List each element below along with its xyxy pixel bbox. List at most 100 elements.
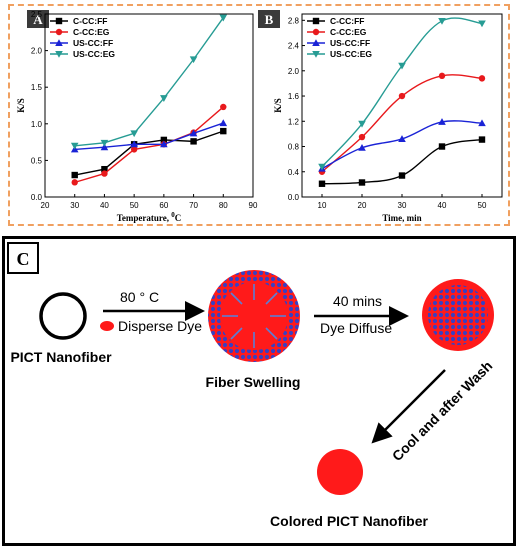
legend-label: US-CC:FF <box>73 38 113 48</box>
panel-c-letter-box <box>7 242 39 274</box>
plot-area <box>44 13 254 198</box>
data-point <box>130 146 138 153</box>
data-point <box>398 92 406 100</box>
y-tick-label: 0.5 <box>31 156 43 165</box>
series-line-us-cc-eg <box>74 17 224 147</box>
diffused-fiber-core <box>428 285 488 345</box>
x-tick-label: 40 <box>438 201 447 210</box>
data-point <box>318 180 326 187</box>
dye-diffuse-label: Dye Diffuse <box>320 320 392 336</box>
x-tick-label: 50 <box>478 201 487 210</box>
pict-nanofiber-circle <box>39 292 87 340</box>
legend-label: C-CC:FF <box>73 16 107 26</box>
data-point <box>478 119 486 127</box>
temperature-label: 80 ° C <box>120 289 159 305</box>
data-point <box>160 136 168 144</box>
x-tick-label: 60 <box>159 201 168 210</box>
legend-marker <box>55 28 63 36</box>
x-tick-label: 30 <box>398 201 407 210</box>
data-point <box>130 130 138 138</box>
y-tick-label: 1.0 <box>31 120 43 129</box>
dye-penetration-arrows <box>222 284 286 348</box>
x-tick-label: 20 <box>41 201 50 210</box>
y-tick-label: 2.0 <box>31 47 43 56</box>
data-point <box>101 170 108 177</box>
colored-nanofiber-circle <box>317 449 363 495</box>
data-point <box>398 172 406 179</box>
process-diagram: C PICT Nanofiber 80 ° C Disperse Dye Fib… <box>7 242 495 529</box>
x-axis-label-unit: C <box>175 213 182 223</box>
data-point <box>438 143 446 150</box>
data-point <box>358 120 366 128</box>
data-point <box>220 103 227 111</box>
y-tick-label: 2.5 <box>31 10 43 19</box>
legend-label: US-CC:EG <box>330 49 372 59</box>
y-tick-label: 2.4 <box>288 42 300 51</box>
x-tick-label: 70 <box>189 201 198 210</box>
data-point <box>71 179 78 186</box>
data-point <box>101 165 108 173</box>
legend-marker <box>312 17 320 25</box>
y-tick-label: 1.6 <box>288 92 300 101</box>
x-tick-label: 50 <box>130 201 139 210</box>
y-tick-label: 0.0 <box>288 193 300 202</box>
series-line-us-cc-ff <box>74 122 224 151</box>
legend-label: US-CC:FF <box>330 38 370 48</box>
y-tick-label: 0.8 <box>288 143 300 152</box>
arrow-wash <box>371 369 446 444</box>
data-point <box>160 140 168 148</box>
y-axis-label: K/S <box>273 98 283 113</box>
y-tick-label: 0.4 <box>288 168 300 177</box>
legend-label: US-CC:EG <box>73 49 115 59</box>
panel-c-letter: C <box>17 249 30 269</box>
data-point <box>438 72 446 80</box>
legend-label: C-CC:EG <box>330 27 367 37</box>
legend-marker <box>312 51 320 58</box>
x-tick-label: 10 <box>318 201 327 210</box>
data-point <box>100 143 109 151</box>
panel-b-letter: B <box>265 12 274 27</box>
data-point <box>438 17 446 25</box>
time-label: 40 mins <box>333 293 382 309</box>
pict-nanofiber-label: PICT Nanofiber <box>10 349 112 365</box>
legend-label: C-CC:FF <box>330 16 364 26</box>
legend-label: C-CC:EG <box>73 27 110 37</box>
x-tick-label: 40 <box>100 201 109 210</box>
data-point <box>358 133 366 141</box>
data-point <box>478 75 486 82</box>
legend-marker <box>55 17 63 25</box>
chart-panels-frame <box>8 4 510 226</box>
y-axis-label: K/S <box>16 98 26 113</box>
data-point <box>70 142 79 150</box>
data-point <box>130 140 138 148</box>
data-point <box>219 14 228 22</box>
disperse-dye-label: Disperse Dye <box>118 318 202 334</box>
data-point <box>398 62 406 70</box>
data-point <box>189 56 198 64</box>
dye-drop-icon <box>100 321 114 331</box>
data-point <box>318 163 326 171</box>
y-tick-label: 2.0 <box>288 67 300 76</box>
data-point <box>71 171 78 179</box>
legend-marker <box>55 51 63 58</box>
data-point <box>219 119 228 127</box>
data-point <box>358 143 366 151</box>
data-point <box>189 129 198 137</box>
x-tick-label: 30 <box>70 201 79 210</box>
chart-b: B 10 20 30 40 50 0.0 0.4 0.8 1.2 1.6 2.0 2.4 2.8 K/S T… <box>258 10 503 223</box>
panel-b-letter-box <box>258 10 280 28</box>
x-axis-label-sup: 0 <box>171 211 175 219</box>
legend-marker <box>312 28 320 36</box>
data-point <box>190 138 197 145</box>
series-line-c-cc-eg <box>74 106 224 184</box>
data-point <box>438 118 446 125</box>
process-diagram-frame <box>2 236 516 546</box>
y-tick-label: 2.8 <box>288 16 300 25</box>
data-point <box>160 95 168 102</box>
x-axis-label: Time, min <box>382 213 421 223</box>
data-point <box>478 136 486 143</box>
chart-a: A 20 30 40 50 60 70 80 90 0.0 0.5 1.0 1.5 2.0 2.5 K/S T… <box>16 10 258 223</box>
x-tick-label: 80 <box>219 201 228 210</box>
y-tick-label: 1.5 <box>31 83 43 92</box>
